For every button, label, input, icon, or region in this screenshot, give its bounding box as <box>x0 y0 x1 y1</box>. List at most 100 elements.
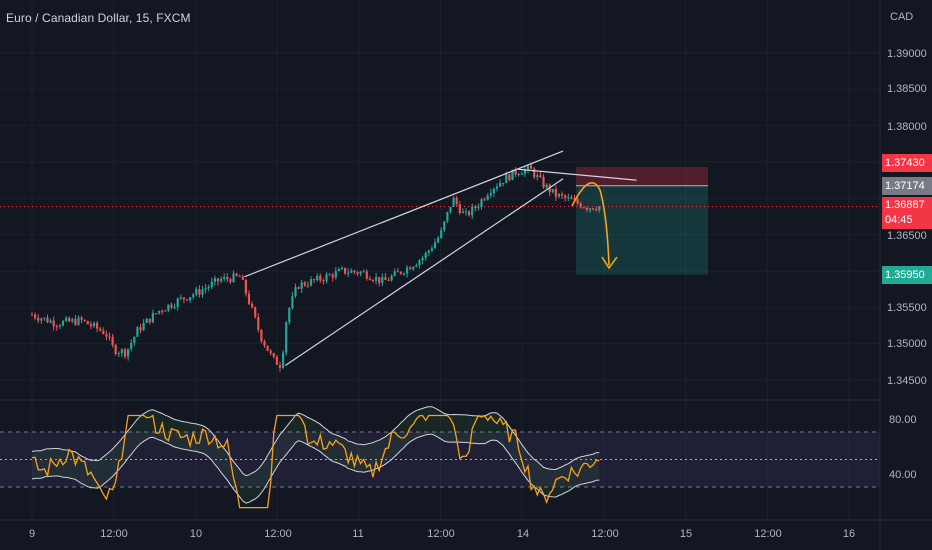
candle-body <box>223 276 226 280</box>
candle-body <box>309 279 313 286</box>
projection-arrowhead[interactable] <box>601 256 618 270</box>
candle-body <box>238 275 241 277</box>
bollinger-fill <box>32 406 600 504</box>
candle-body <box>176 298 179 307</box>
candle-body <box>158 310 161 314</box>
candle-body <box>545 184 548 188</box>
wedge-upper-line[interactable] <box>244 150 564 278</box>
time-tick: 9 <box>29 528 35 540</box>
candle-body <box>80 317 83 320</box>
candle-body <box>30 314 34 316</box>
projection-arrow[interactable] <box>571 182 618 270</box>
candle-body <box>362 271 365 273</box>
candle-body <box>65 317 68 322</box>
time-tick: 12:00 <box>100 528 128 540</box>
time-tick: 11 <box>352 528 363 540</box>
candle-body <box>331 274 334 278</box>
candle-body <box>235 273 238 276</box>
candle-body <box>229 279 232 283</box>
candle-body <box>350 270 353 273</box>
candle-body <box>244 279 247 294</box>
candle-body <box>319 275 322 281</box>
wedge-lower-line[interactable] <box>284 178 564 366</box>
price-axis[interactable]: CAD 1.39000 1.38500 1.38000 1.36500 1.35… <box>887 11 927 387</box>
candle-body <box>396 271 399 273</box>
candle-body <box>415 265 418 267</box>
candle-body <box>353 270 356 273</box>
candle-body <box>285 322 288 353</box>
candle-body <box>247 293 251 304</box>
candle-body <box>117 353 120 355</box>
candle-body <box>548 184 551 193</box>
candle-body <box>120 349 123 354</box>
candle-body <box>325 274 328 282</box>
candle-body <box>71 319 74 322</box>
candle-body <box>418 260 421 266</box>
candle-body <box>139 327 142 331</box>
oscillator-axis[interactable]: 80.00 40.00 <box>889 414 917 481</box>
candle-body <box>83 319 86 321</box>
candle-body <box>313 279 316 281</box>
candle-body <box>130 342 133 349</box>
candle-body <box>232 273 235 283</box>
candle-body <box>437 237 440 243</box>
candle-body <box>344 267 347 274</box>
candle-body <box>564 195 567 198</box>
candle-body <box>89 324 92 327</box>
short-position-tool[interactable] <box>0 167 880 275</box>
wedge-drawings[interactable] <box>244 150 637 366</box>
candle-body <box>161 310 164 312</box>
candle-body <box>226 276 229 280</box>
candle-body <box>189 297 192 301</box>
candle-body <box>288 308 291 323</box>
candles <box>30 162 601 372</box>
candle-body <box>328 274 331 276</box>
candle-body <box>77 317 80 325</box>
risk-zone[interactable] <box>576 167 708 186</box>
candle-body <box>68 317 71 322</box>
candle-body <box>468 211 471 216</box>
candle-body <box>520 173 523 175</box>
candle-body <box>592 208 595 210</box>
candle-body <box>179 297 182 299</box>
candle-body <box>49 320 52 323</box>
candle-body <box>213 278 216 282</box>
candle-body <box>347 272 350 274</box>
symbol-title[interactable]: Euro / Canadian Dollar, 15, FXCM <box>6 11 191 25</box>
entry-price-tag: 1.37174 <box>882 177 932 195</box>
time-axis[interactable]: 9 12:00 10 12:00 11 12:00 14 12:00 15 12… <box>29 528 855 540</box>
candle-body <box>406 267 409 274</box>
candle-body <box>123 349 127 357</box>
price-tick: 1.38500 <box>887 83 927 95</box>
candle-body <box>58 325 61 327</box>
take-profit-price-tag: 1.35950 <box>882 266 932 284</box>
candle-body <box>557 193 561 197</box>
candle-body <box>536 175 539 178</box>
candle-body <box>291 296 294 309</box>
candle-body <box>337 269 340 272</box>
bar-countdown: 04:45 <box>885 214 913 226</box>
reward-zone[interactable] <box>576 185 708 275</box>
candle-body <box>220 279 223 282</box>
top-trend-line[interactable] <box>518 168 637 181</box>
candle-body <box>570 197 573 199</box>
candle-body <box>43 317 46 319</box>
stop-loss-price: 1.37430 <box>885 157 925 169</box>
candle-body <box>424 252 427 258</box>
candle-body <box>92 322 96 327</box>
candle-body <box>111 336 114 346</box>
candle-body <box>561 193 564 196</box>
candle-body <box>151 313 154 323</box>
candle-body <box>368 278 371 281</box>
candle-body <box>530 165 533 169</box>
projection-curve[interactable] <box>571 182 610 266</box>
candle-body <box>182 297 185 300</box>
candle-body <box>480 199 483 207</box>
candle-body <box>170 304 173 308</box>
candle-body <box>471 206 474 216</box>
candle-body <box>502 182 505 184</box>
candle-body <box>303 282 306 286</box>
candle-body <box>551 188 554 193</box>
